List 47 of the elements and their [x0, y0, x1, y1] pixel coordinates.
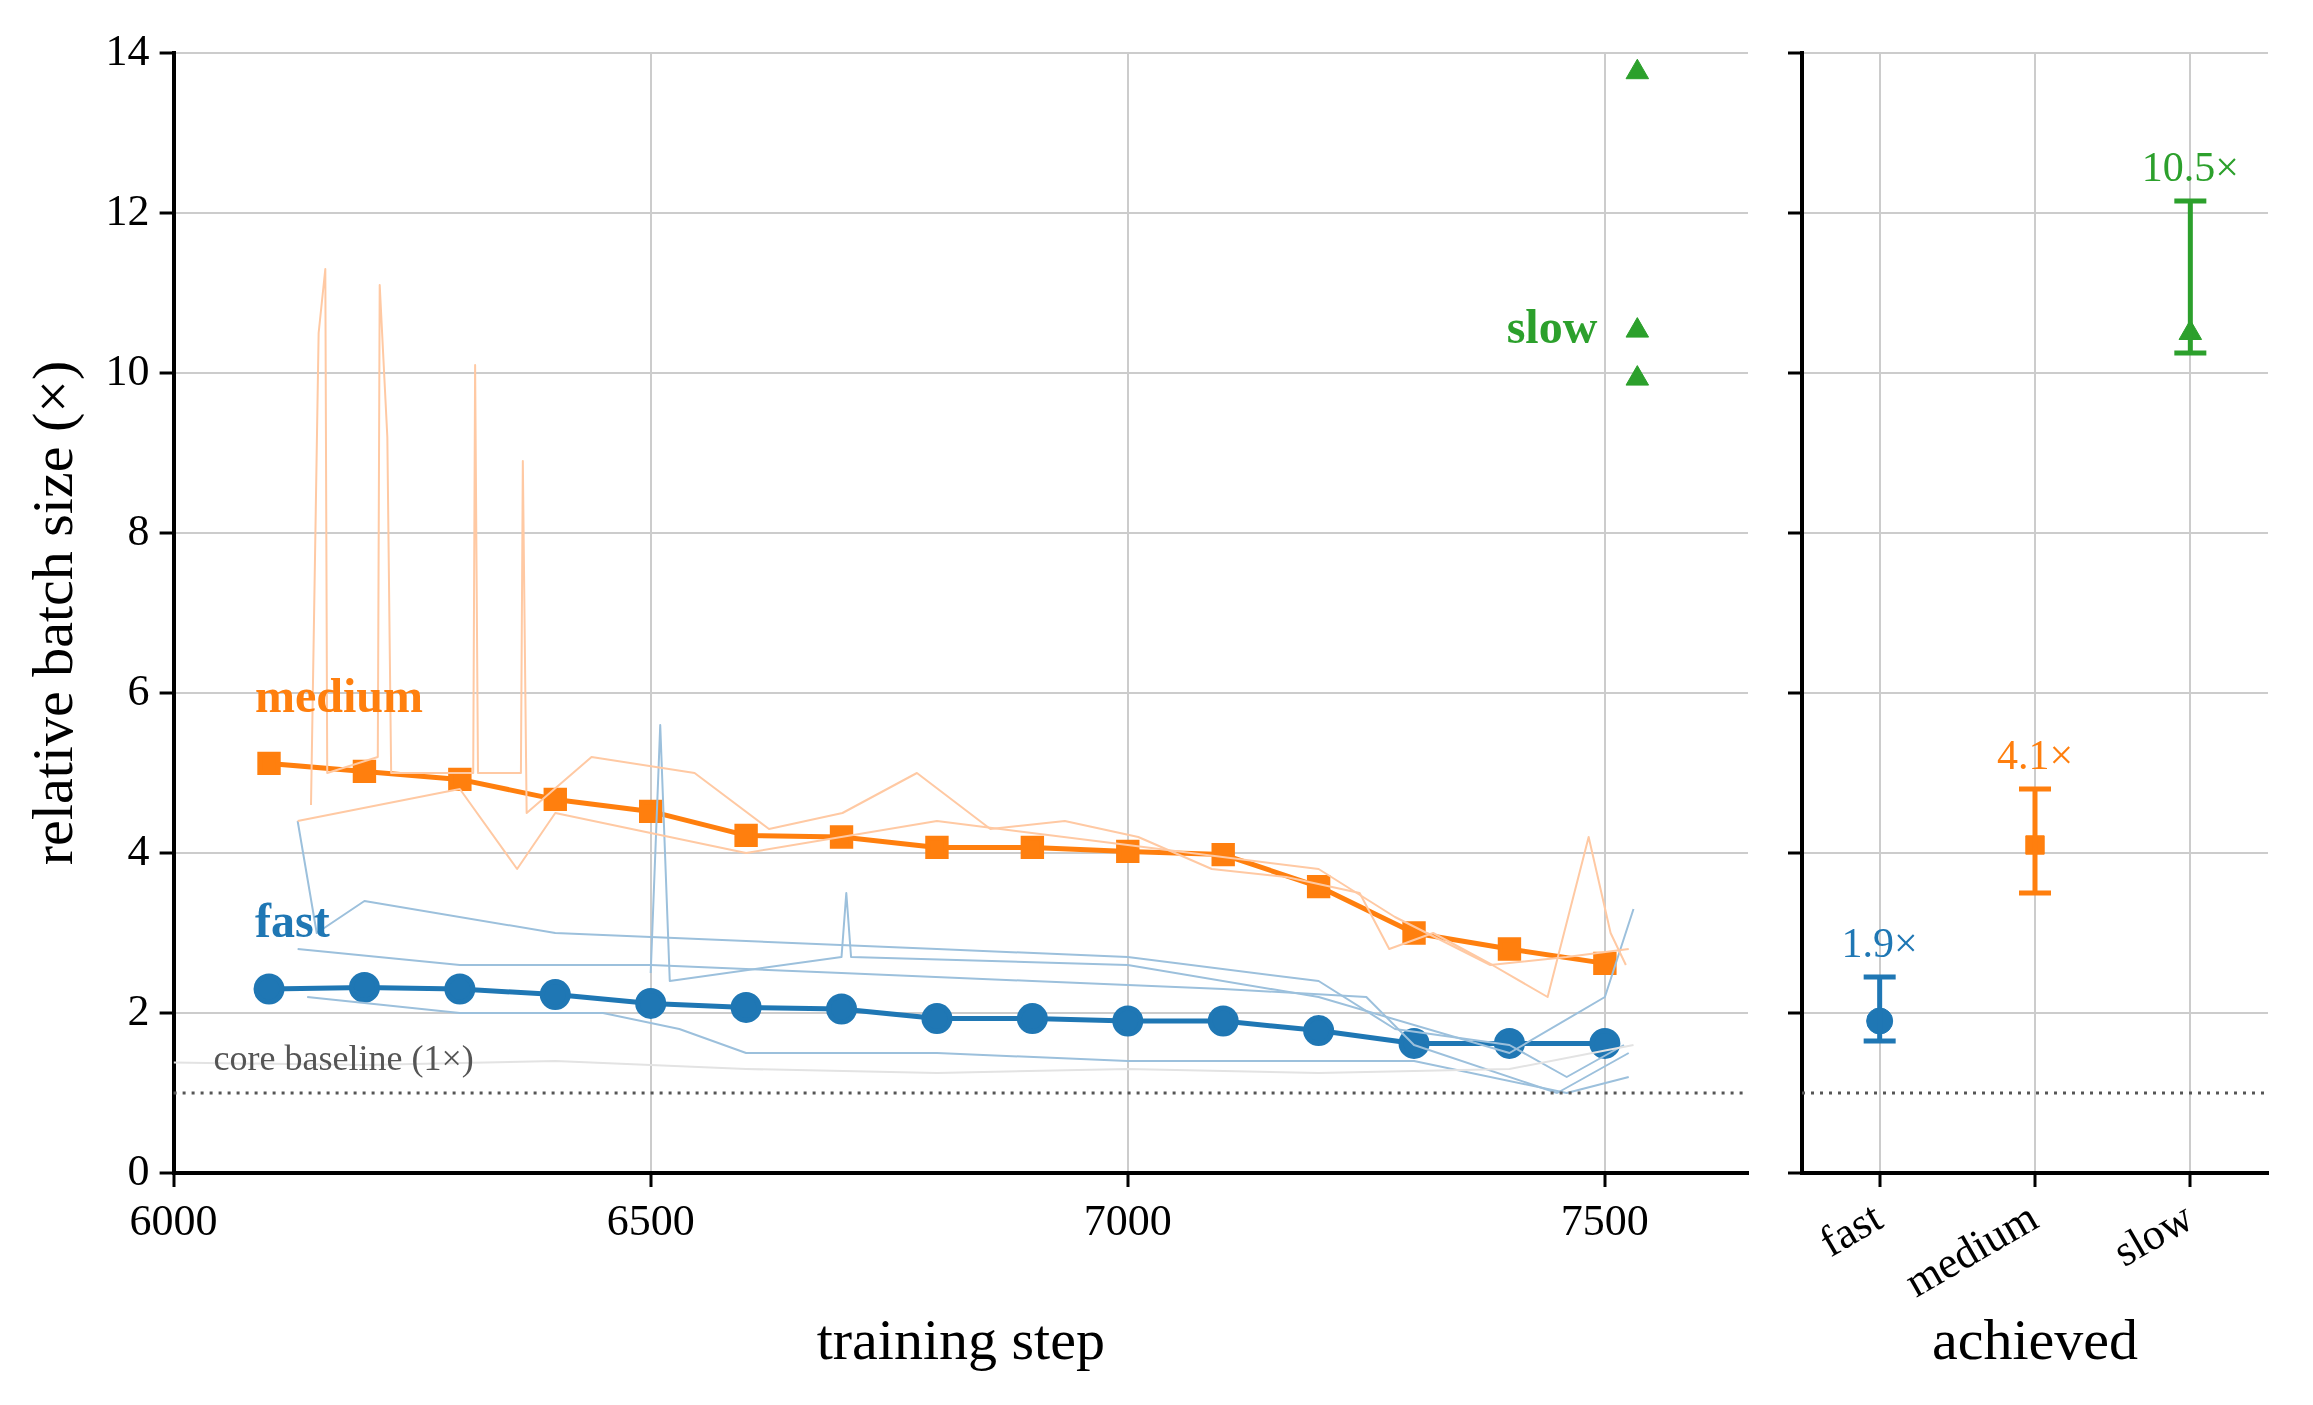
y-tick-label: 14 — [105, 25, 150, 75]
y-axis-title: relative batch size (×) — [20, 360, 86, 866]
point — [352, 759, 377, 784]
point — [1497, 937, 1522, 961]
x-axis-title: achieved — [1931, 1307, 2139, 1373]
point — [925, 835, 949, 860]
point — [1112, 1005, 1144, 1037]
point — [1207, 1005, 1239, 1037]
x-tick-label: 6000 — [129, 1195, 218, 1245]
x-tick-label: fast — [1810, 1192, 1891, 1267]
point — [1625, 317, 1650, 338]
x-tick-label: slow — [2104, 1191, 2202, 1277]
point — [730, 991, 762, 1023]
point — [921, 1003, 953, 1035]
y-tick-label: 8 — [127, 505, 150, 555]
point — [257, 751, 281, 776]
point — [1625, 365, 1650, 386]
point — [1020, 835, 1045, 860]
point — [826, 993, 858, 1025]
ref-line-label: core baseline (1×) — [213, 1038, 474, 1079]
x-axis-title: training step — [816, 1307, 1105, 1373]
point — [635, 987, 667, 1019]
x-tick-label: 7500 — [1560, 1195, 1649, 1245]
y-tick-label: 10 — [105, 345, 150, 395]
point — [543, 787, 567, 812]
y-tick-label: 2 — [127, 985, 150, 1035]
series-label: medium — [255, 668, 424, 722]
y-tick-label: 4 — [127, 825, 150, 875]
y-tick-label: 12 — [105, 185, 150, 235]
data-label: 10.5× — [2141, 144, 2239, 191]
point — [1593, 951, 1617, 976]
point — [539, 979, 571, 1011]
y-tick-label: 6 — [127, 665, 150, 715]
point — [253, 973, 285, 1005]
point — [1303, 1015, 1335, 1047]
data-label: 4.1× — [1996, 732, 2074, 779]
x-tick-label: 7000 — [1083, 1195, 1172, 1245]
data-label: 1.9× — [1841, 920, 1918, 967]
series-label: fast — [255, 894, 330, 948]
y-tick-label: 0 — [127, 1145, 150, 1195]
point — [1016, 1003, 1048, 1035]
point — [734, 823, 758, 848]
point — [1625, 58, 1650, 80]
x-tick-label: 6500 — [606, 1195, 695, 1245]
point — [444, 973, 476, 1005]
point — [348, 971, 380, 1003]
series-label: slow — [1506, 300, 1598, 354]
